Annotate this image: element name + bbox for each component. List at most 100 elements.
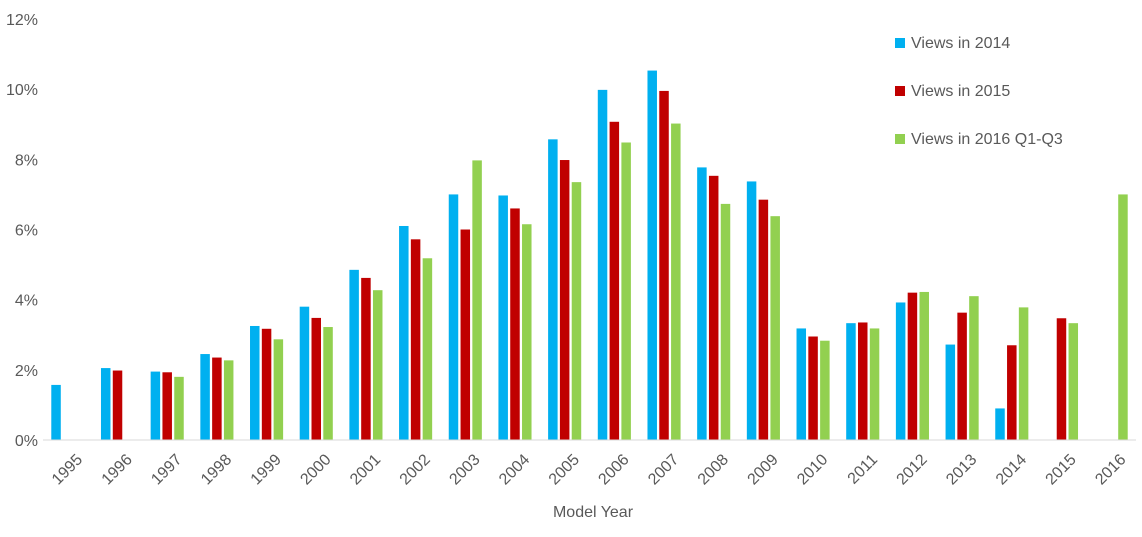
x-tick-label: 2001 [347,451,384,488]
x-tick-label: 2012 [894,451,931,488]
bar [708,175,719,440]
bar [522,224,532,440]
bar [808,336,818,440]
bar [621,142,631,441]
bar [399,225,409,440]
x-tick-label: 1996 [99,451,136,488]
bar [919,291,929,440]
bar [472,160,482,440]
x-tick-label: 2011 [845,451,881,487]
legend-label: Views in 2014 [911,35,1010,52]
bar [498,195,508,440]
x-tick-label: 2014 [993,451,1030,488]
x-tick-label: 2013 [943,451,980,488]
y-tick-label: 2% [15,363,38,380]
y-tick-label: 4% [15,293,38,310]
bar [273,339,284,440]
bar [659,90,669,441]
legend-swatch [895,38,905,48]
x-tick-label: 2007 [645,451,682,488]
bar [697,167,707,440]
bar [720,203,731,440]
x-tick-label: 2004 [496,451,533,488]
bar [548,139,558,440]
bar [995,408,1005,440]
y-tick-label: 0% [15,433,38,450]
bar [51,384,61,440]
bar [422,258,433,440]
x-tick-label: 1995 [49,451,86,488]
bar [361,277,371,440]
x-tick-label: 2010 [794,451,831,488]
legend-swatch [895,86,905,96]
bar [609,121,620,440]
bar [1118,194,1128,440]
bar [746,181,757,440]
bar [1007,345,1017,440]
bar [597,89,608,441]
bar [448,194,459,440]
bar [510,208,520,440]
bar [1018,307,1029,440]
bar [250,325,260,440]
bars-group [51,70,1128,441]
bar [299,306,310,440]
bar [323,327,333,440]
x-tick-label: 2000 [297,451,334,488]
legend-swatch [895,134,905,144]
bar [671,123,681,441]
bar [223,360,234,440]
legend: Views in 2014 Views in 2015 Views in 2016 … [895,35,1063,148]
bar [907,292,918,440]
bar [372,290,383,440]
y-tick-label: 8% [15,152,38,169]
y-tick-label: 12% [6,12,38,29]
x-tick-label: 2005 [546,451,583,488]
bar [349,269,359,440]
x-tick-label: 2008 [695,451,732,488]
x-tick-label: 2015 [1043,451,1080,488]
x-tick-label: 2002 [397,451,434,488]
bar [1056,318,1067,440]
legend-label: Views in 2016 Q1-Q3 [911,131,1063,148]
bar [100,368,111,440]
bar [311,317,321,440]
bar [571,182,582,440]
x-tick-label: 1999 [248,451,285,488]
legend-label: Views in 2015 [911,83,1010,100]
bar [112,370,123,440]
bar [162,372,172,440]
bar [869,328,880,440]
bar [460,229,471,440]
bar [758,199,769,440]
bar [796,328,807,440]
y-tick-label: 10% [6,82,38,99]
bar [1068,323,1079,440]
x-tick-label: 2009 [745,451,782,488]
bar [895,302,906,440]
x-tick-label: 1997 [148,451,185,488]
x-axis-ticks: 1995 1996 1997 1998 1999 2000 2001 2002 2003 2004… [49,451,1130,488]
bar [969,296,979,440]
y-tick-label: 6% [15,223,38,240]
bar [212,357,222,440]
x-tick-label: 2006 [595,451,632,488]
bar [957,312,967,440]
x-tick-label: 1998 [198,451,235,488]
y-axis-ticks: 0% 2% 4% 6% 8% 10% 12% [6,12,38,450]
bar [200,354,210,440]
bar [150,371,161,440]
bar [261,328,272,440]
bar [174,376,184,440]
bar [410,239,421,440]
bar [647,70,657,440]
x-tick-label: 2003 [446,451,483,488]
bar [846,323,856,440]
bar [945,344,956,440]
bar [858,322,868,440]
bar [820,340,830,440]
x-axis-title: Model Year [553,504,634,521]
bar [559,160,570,440]
